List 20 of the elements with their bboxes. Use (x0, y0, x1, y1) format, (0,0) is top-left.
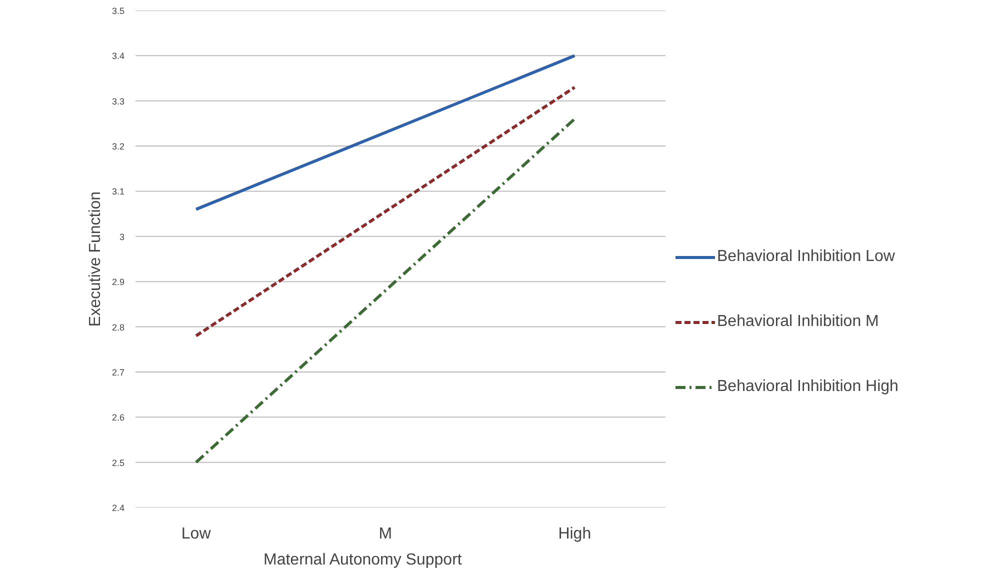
x-tick-label: High (558, 526, 592, 542)
x-tick-label: Low (181, 526, 212, 542)
y-tick-label: 3.1 (112, 186, 125, 197)
y-axis-title: Executive Function (86, 191, 104, 327)
y-tick-label: 2.7 (112, 367, 125, 378)
y-tick-label: 2.8 (112, 322, 125, 332)
y-tick-label: 2.4 (112, 503, 125, 513)
y-tick-label: 2.9 (112, 277, 125, 288)
y-tick-label: 3.2 (112, 142, 125, 152)
y-tick-label: 3 (119, 232, 125, 242)
y-tick-label: 2.6 (112, 412, 125, 423)
y-tick-label: 3.4 (112, 51, 125, 62)
x-axis-title: Maternal Autonomy Support (264, 552, 462, 568)
y-tick-label: 2.5 (112, 458, 125, 468)
y-tick-label: 3.3 (112, 96, 125, 106)
legend-label: Behavioral Inhibition High (717, 378, 898, 396)
legend-label: Behavioral Inhibition M (717, 313, 879, 331)
legend-label: Behavioral Inhibition Low (717, 248, 895, 266)
y-tick-label: 3.5 (112, 6, 125, 16)
x-tick-label: M (378, 526, 392, 542)
